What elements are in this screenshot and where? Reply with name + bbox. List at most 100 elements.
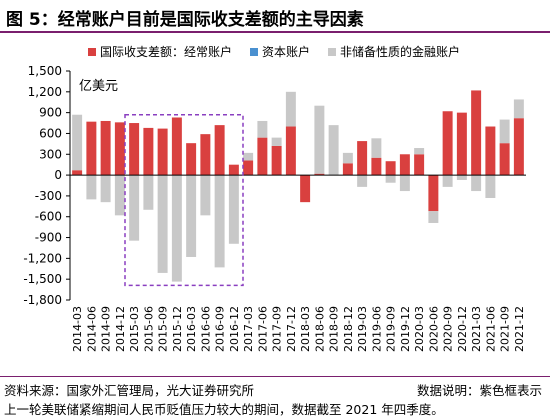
y-tick-label: -1,800 bbox=[23, 293, 62, 307]
bar-current_account-2017-06 bbox=[257, 137, 268, 176]
y-tick-label: 900 bbox=[39, 106, 62, 120]
source-rule bbox=[0, 376, 550, 377]
bar-financial_account-2021-06 bbox=[485, 175, 496, 198]
bar-financial_account-2016-12 bbox=[228, 175, 239, 244]
x-tick-label: 2019-03 bbox=[356, 306, 369, 352]
bar-financial_account-2016-06 bbox=[200, 175, 211, 216]
x-tick-label: 2015-09 bbox=[157, 306, 170, 352]
x-tick-label: 2015-06 bbox=[142, 306, 155, 352]
y-tick-label: 600 bbox=[39, 126, 62, 140]
x-tick-label: 2021-12 bbox=[513, 306, 526, 352]
x-tick-label: 2021-03 bbox=[470, 306, 483, 352]
bar-financial_account-2019-12 bbox=[399, 175, 410, 192]
bar-financial_account-2018-06 bbox=[314, 105, 325, 174]
bar-current_account-2021-03 bbox=[471, 90, 482, 176]
bar-financial_account-2020-03 bbox=[414, 148, 425, 155]
bar-financial_account-2018-09 bbox=[328, 125, 339, 176]
x-tick-label: 2015-03 bbox=[128, 306, 141, 352]
bar-current_account-2016-12 bbox=[228, 164, 239, 176]
bar-current_account-2021-12 bbox=[513, 118, 524, 176]
title-rule bbox=[0, 31, 550, 33]
x-tick-label: 2014-12 bbox=[114, 306, 127, 352]
chart-legend: 国际收支差额：经常账户 资本账户 非储备性质的金融账户 bbox=[88, 44, 460, 59]
x-tick-label: 2016-03 bbox=[185, 306, 198, 352]
plot-area: 1,500 1,200 900 600 300 0 -300 -600 -900 -1,200 -1… bbox=[23, 64, 526, 352]
x-tick-label: 2017-12 bbox=[285, 306, 298, 352]
x-tick-label: 2019-09 bbox=[385, 306, 398, 352]
bar-current_account-2015-12 bbox=[171, 117, 182, 176]
bar-financial_account-2015-09 bbox=[157, 175, 168, 273]
x-tick-label: 2020-12 bbox=[456, 306, 469, 352]
bar-current_account-2017-09 bbox=[271, 145, 282, 176]
y-tick-label: -1,500 bbox=[23, 272, 62, 286]
x-tick-label: 2016-12 bbox=[228, 306, 241, 352]
y-tick-label: 300 bbox=[39, 147, 62, 161]
bar-current_account-2018-06 bbox=[314, 173, 325, 176]
x-tick-label: 2019-06 bbox=[370, 306, 383, 352]
bar-financial_account-2015-03 bbox=[129, 175, 140, 241]
x-tick-label: 2018-12 bbox=[342, 306, 355, 352]
stacked-bar-chart: 国际收支差额：经常账户 资本账户 非储备性质的金融账户 1,500 1,200 900 6… bbox=[23, 44, 526, 352]
bar-current_account-2015-09 bbox=[157, 128, 168, 176]
y-tick-label: 1,500 bbox=[28, 64, 62, 78]
bar-current_account-2019-06 bbox=[371, 157, 382, 176]
bar-financial_account-2017-06 bbox=[257, 120, 268, 138]
legend-swatch-current_account bbox=[88, 48, 96, 56]
bar-financial_account-2019-03 bbox=[357, 175, 368, 187]
x-tick-label: 2014-03 bbox=[71, 306, 84, 352]
x-tick-label: 2018-09 bbox=[328, 306, 341, 352]
bar-current_account-2020-12 bbox=[456, 112, 467, 176]
data-note-text: 上一轮美联储紧缩期间人民币贬值压力较大的期间，数据截至 2021 年四季度。 bbox=[4, 402, 444, 417]
bar-financial_account-2017-09 bbox=[271, 137, 282, 146]
bar-financial_account-2017-12 bbox=[285, 91, 296, 127]
highlight-box bbox=[124, 113, 244, 287]
bar-financial_account-2014-06 bbox=[86, 175, 97, 200]
x-tick-label: 2016-09 bbox=[214, 306, 227, 352]
bar-financial_account-2021-12 bbox=[513, 99, 524, 119]
y-tick-label: 0 bbox=[54, 168, 62, 182]
x-tick-label: 2018-03 bbox=[299, 306, 312, 352]
bar-financial_account-2015-12 bbox=[171, 175, 182, 282]
figure-title-bar: 图 5：经常账户目前是国际收支差额的主导因素 bbox=[0, 0, 550, 30]
x-tick-label: 2014-06 bbox=[85, 306, 98, 352]
x-tick-label: 2021-09 bbox=[499, 306, 512, 352]
bar-financial_account-2021-03 bbox=[471, 175, 482, 192]
x-tick-label: 2020-09 bbox=[442, 306, 455, 352]
bar-financial_account-2020-12 bbox=[456, 175, 467, 180]
bar-current_account-2018-12 bbox=[342, 163, 353, 176]
bar-financial_account-2014-03 bbox=[72, 114, 83, 171]
bar-financial_account-2016-03 bbox=[186, 175, 197, 257]
y-unit-label: 亿美元 bbox=[79, 79, 118, 94]
bar-current_account-2015-06 bbox=[143, 127, 154, 176]
x-tick-label: 2021-06 bbox=[484, 306, 497, 352]
bar-current_account-2017-03 bbox=[243, 160, 254, 176]
bar-current_account-2019-12 bbox=[399, 154, 410, 176]
bar-financial_account-2021-09 bbox=[499, 119, 510, 144]
bar-current_account-2017-12 bbox=[285, 126, 296, 176]
bar-current_account-2014-03 bbox=[72, 170, 83, 176]
x-tick-label: 2015-12 bbox=[171, 306, 184, 352]
y-tick-label: -1,200 bbox=[23, 251, 62, 265]
bar-financial_account-2014-12 bbox=[114, 175, 125, 216]
x-tick-label: 2019-12 bbox=[399, 306, 412, 352]
bar-current_account-2015-03 bbox=[129, 123, 140, 176]
bar-financial_account-2018-12 bbox=[342, 152, 353, 164]
bar-current_account-2016-06 bbox=[200, 134, 211, 176]
bar-current_account-2020-03 bbox=[414, 154, 425, 176]
y-tick-label: 1,200 bbox=[28, 85, 62, 99]
bar-current_account-2016-09 bbox=[214, 125, 225, 176]
bar-current_account-2014-06 bbox=[86, 121, 97, 176]
bar-current_account-2016-03 bbox=[186, 143, 197, 176]
bar-financial_account-2014-09 bbox=[100, 175, 111, 203]
legend-label-financial_account: 非储备性质的金融账户 bbox=[340, 44, 460, 59]
x-tick-label: 2016-06 bbox=[199, 306, 212, 352]
x-tick-label: 2017-03 bbox=[242, 306, 255, 352]
y-tick-label: -300 bbox=[35, 189, 62, 203]
bar-current_account-2020-09 bbox=[442, 111, 453, 176]
bar-current_account-2018-03 bbox=[300, 175, 311, 203]
legend-label-current_account: 国际收支差额：经常账户 bbox=[100, 44, 232, 59]
bar-financial_account-2019-09 bbox=[385, 175, 396, 183]
bar-current_account-2019-03 bbox=[357, 141, 368, 176]
legend-swatch-capital_account bbox=[250, 48, 258, 56]
bar-current_account-2021-09 bbox=[499, 143, 510, 176]
